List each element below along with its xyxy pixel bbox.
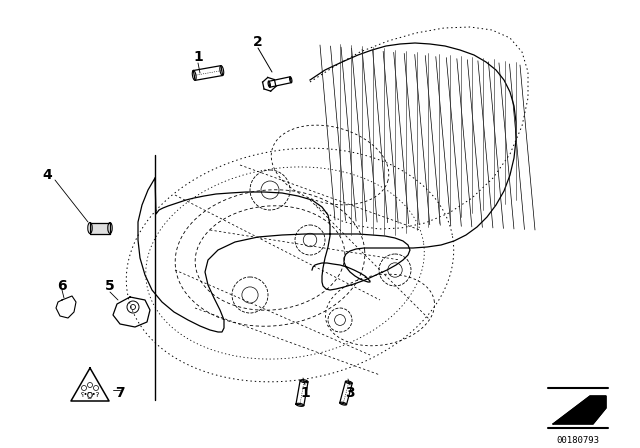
Text: 6: 6 [57, 279, 67, 293]
Text: 7: 7 [115, 386, 125, 400]
Polygon shape [90, 223, 110, 233]
Text: 1: 1 [193, 50, 203, 64]
Text: 2: 2 [253, 35, 263, 49]
Text: 00180793: 00180793 [557, 435, 600, 444]
Polygon shape [553, 396, 606, 424]
Text: 3: 3 [345, 386, 355, 400]
Text: ʕ•ᴥ•ʔ: ʕ•ᴥ•ʔ [81, 392, 100, 398]
Text: 5: 5 [105, 279, 115, 293]
Text: 4: 4 [42, 168, 52, 182]
Text: 1: 1 [300, 386, 310, 400]
